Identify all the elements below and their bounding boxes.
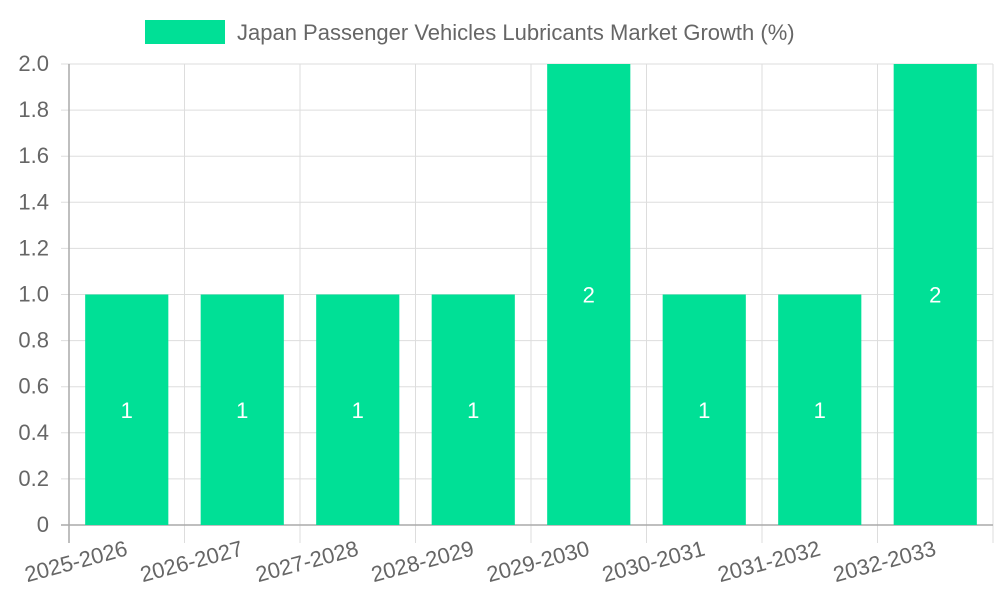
x-tick-label: 2032-2033 xyxy=(830,536,938,587)
x-tick-label: 2029-2030 xyxy=(484,536,592,587)
bar[interactable] xyxy=(778,294,862,526)
bar-data-label: 1 xyxy=(814,398,826,423)
bar-data-label: 1 xyxy=(698,398,710,423)
x-tick-label: 2031-2032 xyxy=(715,536,823,587)
bar[interactable] xyxy=(85,294,169,526)
bar-data-label: 1 xyxy=(467,398,479,423)
x-tick-label: 2025-2026 xyxy=(22,536,130,587)
bar-data-label: 2 xyxy=(583,283,595,308)
bar[interactable] xyxy=(200,294,284,526)
bars: 1 1 1 1 2 1 1 2 xyxy=(85,64,977,525)
y-tick-label: 0 xyxy=(37,512,49,537)
y-tick-label: 1.4 xyxy=(18,189,49,214)
legend-label: Japan Passenger Vehicles Lubricants Mark… xyxy=(237,20,795,45)
bar-data-label: 1 xyxy=(121,398,133,423)
bar[interactable] xyxy=(893,64,977,525)
legend[interactable]: Japan Passenger Vehicles Lubricants Mark… xyxy=(145,20,795,45)
bar-data-label: 1 xyxy=(236,398,248,423)
y-tick-label: 1.8 xyxy=(18,97,49,122)
y-axis-tick-labels: 0 0.2 0.4 0.6 0.8 1.0 1.2 1.4 1.6 1.8 2.0 xyxy=(18,51,49,537)
bar[interactable] xyxy=(431,294,515,526)
bar[interactable] xyxy=(547,64,631,525)
y-tick-label: 1.6 xyxy=(18,143,49,168)
legend-swatch xyxy=(145,20,225,44)
y-tick-label: 1.2 xyxy=(18,235,49,260)
bar-data-label: 2 xyxy=(929,283,941,308)
bar-data-label: 1 xyxy=(352,398,364,423)
y-tick-label: 0.8 xyxy=(18,328,49,353)
x-tick-label: 2027-2028 xyxy=(253,536,361,587)
y-tick-label: 0.4 xyxy=(18,420,49,445)
x-tick-label: 2026-2027 xyxy=(137,536,245,587)
bar[interactable] xyxy=(662,294,746,526)
y-tick-label: 1.0 xyxy=(18,282,49,307)
x-tick-label: 2030-2031 xyxy=(599,536,707,587)
x-axis-tick-labels: 2025-2026 2026-2027 2027-2028 2028-2029 2029… xyxy=(22,536,939,587)
x-tick-label: 2028-2029 xyxy=(368,536,476,587)
y-tick-label: 0.2 xyxy=(18,466,49,491)
y-tick-label: 2.0 xyxy=(18,51,49,76)
bar[interactable] xyxy=(316,294,400,526)
y-tick-label: 0.6 xyxy=(18,374,49,399)
